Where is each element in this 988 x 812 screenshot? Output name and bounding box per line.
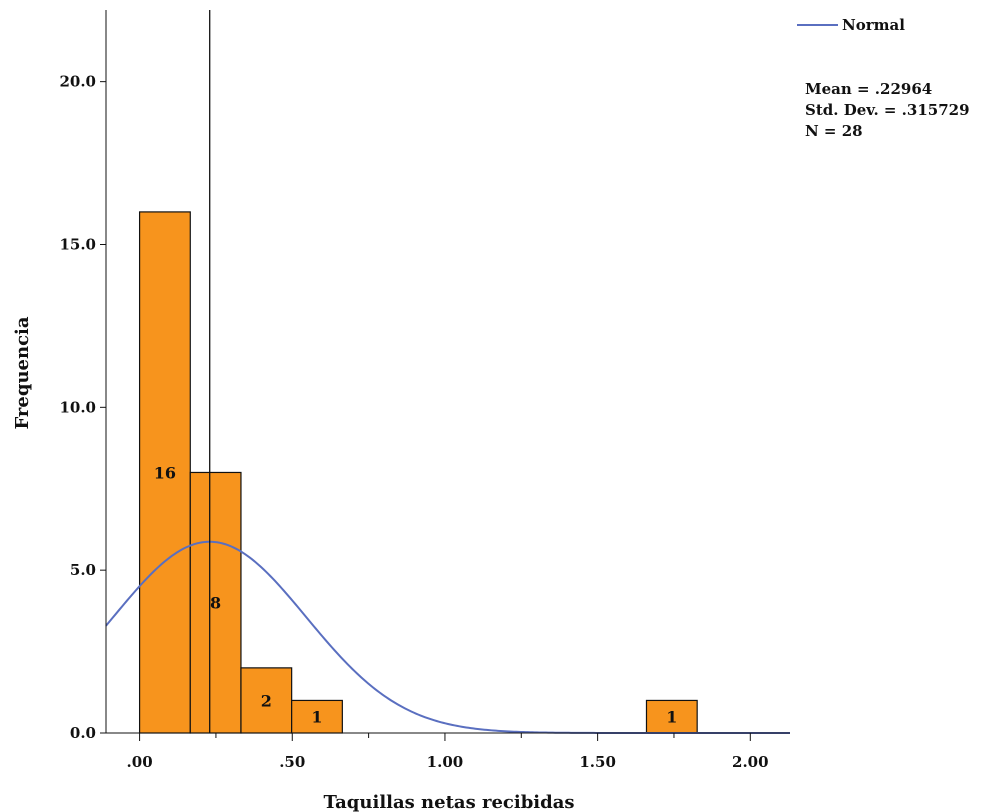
legend: Normal [797,16,905,34]
stats-n: N = 28 [805,122,863,140]
y-tick-label: 10.0 [59,398,96,416]
histogram-bar-2 [240,667,293,734]
y-tick-label: 20.0 [59,73,96,91]
x-tick-label: .50 [279,753,305,771]
stats-mean: Mean = .22964 [805,80,932,98]
ticks-layer: 0.0 5.0 10.0 15.0 20.0 .00 .50 1.00 1.50 2.00 [59,73,768,771]
histogram-bar-1 [189,471,242,734]
stats-std-dev: Std. Dev. = .315729 [805,101,970,119]
bar-count-label-4: 1 [666,708,677,727]
bars-layer [138,211,698,734]
histogram-bar-3 [291,699,343,734]
x-tick-label: 1.00 [427,753,464,771]
bar-count-label-0: 16 [154,463,176,482]
bar-count-label-2: 2 [261,691,272,710]
y-tick-label: 15.0 [59,235,96,253]
bar-count-label-1: 8 [210,594,221,613]
bar-count-label-3: 1 [311,708,322,727]
y-axis-title: Frequencia [12,316,33,429]
bar-labels-layer: 16 8 2 1 1 [154,463,678,726]
x-tick-label: 1.50 [579,753,616,771]
histogram-bar-0 [138,211,191,734]
x-axis-title: Taquillas netas recibidas [323,792,574,812]
x-tick-label: .00 [127,753,153,771]
x-tick-label: 2.00 [732,753,769,771]
y-tick-label: 0.0 [70,724,96,742]
legend-normal-label: Normal [842,16,905,34]
y-tick-label: 5.0 [70,561,96,579]
stats-box: Mean = .22964 Std. Dev. = .315729 N = 28 [805,80,970,140]
